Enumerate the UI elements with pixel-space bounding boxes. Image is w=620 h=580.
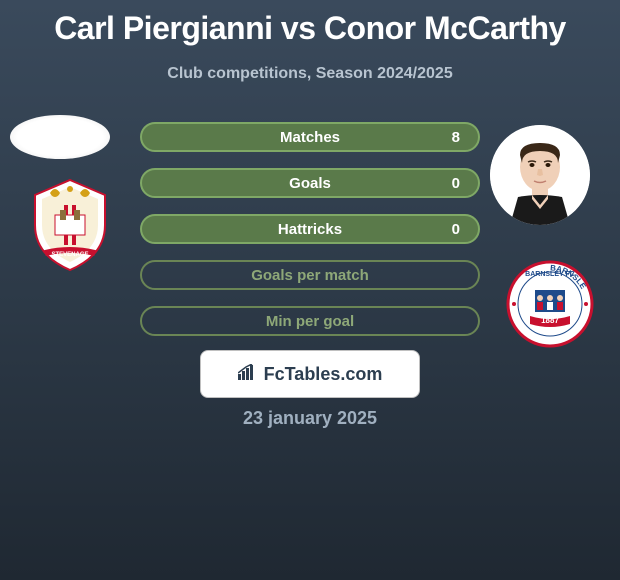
stat-value: 0 bbox=[452, 221, 460, 238]
stat-row-goals-per-match: Goals per match bbox=[140, 260, 480, 290]
stat-row-matches: Matches 8 bbox=[140, 122, 480, 152]
date: 23 january 2025 bbox=[0, 408, 620, 429]
logo-text: FcTables.com bbox=[264, 364, 383, 385]
page-title: Carl Piergianni vs Conor McCarthy bbox=[0, 0, 620, 47]
stat-row-min-per-goal: Min per goal bbox=[140, 306, 480, 336]
stat-label: Min per goal bbox=[266, 313, 354, 330]
svg-text:1887: 1887 bbox=[541, 316, 559, 325]
player-avatar-right bbox=[490, 125, 590, 225]
fctables-logo: FcTables.com bbox=[200, 350, 420, 398]
stat-value: 8 bbox=[452, 129, 460, 146]
stat-label: Goals bbox=[289, 175, 331, 192]
player-avatar-left bbox=[10, 115, 110, 159]
stat-row-hattricks: Hattricks 0 bbox=[140, 214, 480, 244]
svg-text:BARNSLEY FC: BARNSLEY FC bbox=[525, 271, 575, 278]
stat-row-goals: Goals 0 bbox=[140, 168, 480, 198]
stat-label: Matches bbox=[280, 129, 340, 146]
stats-container: Matches 8 Goals 0 Hattricks 0 Goals per … bbox=[140, 122, 480, 352]
subtitle: Club competitions, Season 2024/2025 bbox=[0, 65, 620, 83]
chart-icon bbox=[238, 364, 258, 385]
club-badge-left: STEVENAGE bbox=[20, 175, 120, 275]
stat-label: Goals per match bbox=[251, 267, 369, 284]
club-badge-right: BARNSLEY FC BARNSLEY FC 1887 bbox=[500, 260, 600, 348]
stat-value: 0 bbox=[452, 175, 460, 192]
svg-text:STEVENAGE: STEVENAGE bbox=[51, 252, 88, 258]
stat-label: Hattricks bbox=[278, 221, 342, 238]
